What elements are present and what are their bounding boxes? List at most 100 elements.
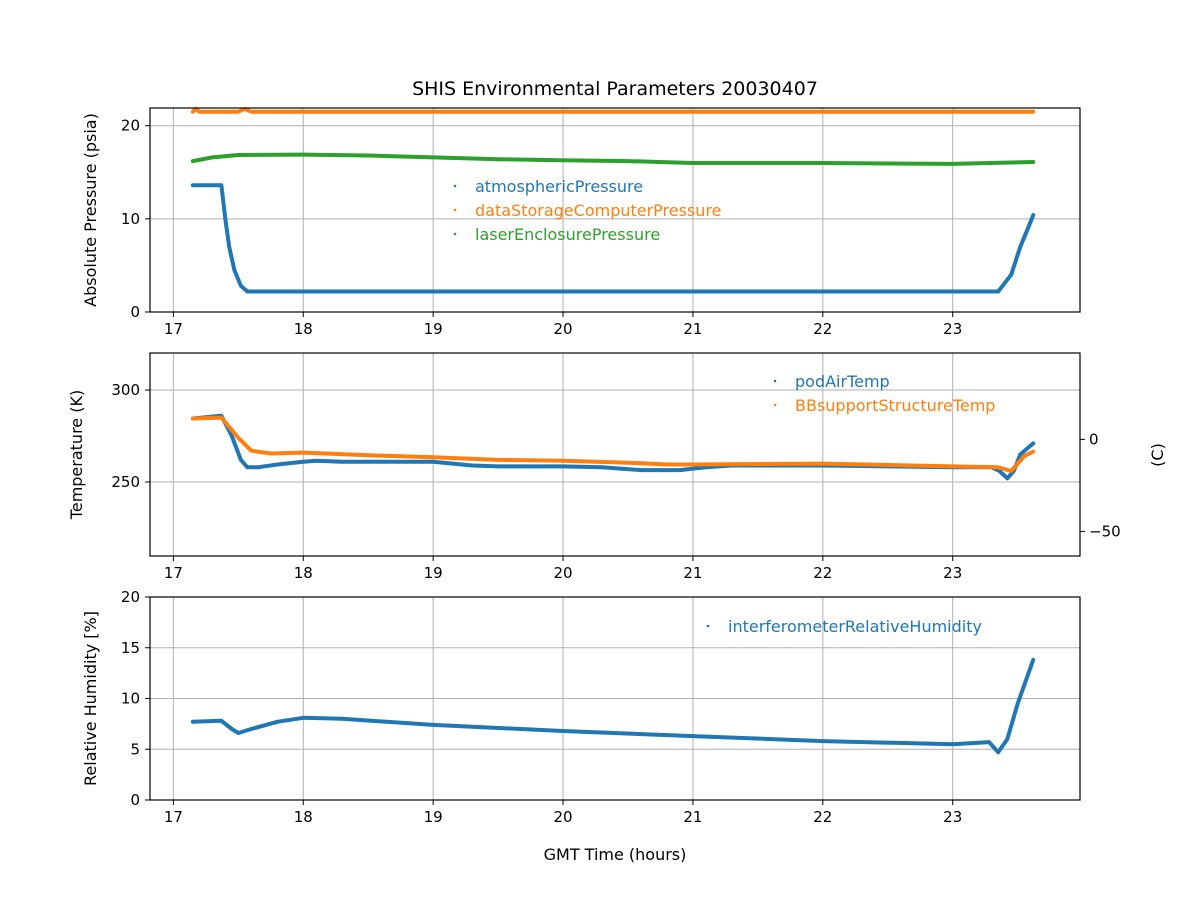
data-point bbox=[600, 465, 604, 470]
data-point bbox=[239, 284, 243, 288]
data-point bbox=[431, 723, 435, 727]
axes-frame bbox=[149, 596, 1081, 801]
series-laserEnclosurePressure bbox=[190, 152, 1036, 166]
data-point bbox=[227, 244, 232, 249]
data-point bbox=[950, 742, 955, 746]
data-point bbox=[210, 155, 215, 160]
data-point bbox=[1031, 109, 1036, 114]
x-tick-label: 22 bbox=[813, 320, 832, 338]
data-point bbox=[1009, 272, 1013, 277]
subplot-1: 17 18 19 20 21 22 23 0 10 20 Absolute Pressure (ps… bbox=[81, 106, 1081, 338]
data-point bbox=[232, 268, 237, 272]
data-point bbox=[236, 153, 241, 157]
y-tick-label: 0 bbox=[130, 303, 140, 321]
data-point bbox=[301, 152, 306, 157]
data-point bbox=[230, 727, 234, 731]
legend-entry: interferometerRelativeHumidity bbox=[728, 617, 982, 636]
data-point bbox=[245, 465, 250, 470]
y2-axis-label: (C) bbox=[1148, 443, 1167, 467]
data-point bbox=[561, 464, 565, 469]
data-point bbox=[561, 109, 565, 114]
y2-tick-label: −50 bbox=[1089, 522, 1121, 540]
y-axis-label: Absolute Pressure (psia) bbox=[81, 113, 100, 307]
data-point bbox=[219, 183, 224, 188]
x-tick-label: 23 bbox=[943, 320, 962, 338]
data-point bbox=[191, 720, 195, 724]
data-point bbox=[1031, 658, 1036, 662]
legend-entry: atmosphericPressure bbox=[475, 177, 643, 196]
subplot-3: 17 18 19 20 21 22 23 0 5 10 15 20 Relative Humidity … bbox=[81, 588, 1081, 826]
data-point bbox=[1018, 244, 1023, 249]
data-point bbox=[950, 464, 955, 469]
data-point bbox=[366, 453, 371, 458]
data-point bbox=[821, 739, 825, 743]
data-point bbox=[1031, 441, 1036, 446]
subplot-2: 17 18 19 20 21 22 23 250 300 −50 0 Temperature (K) p… bbox=[67, 352, 1121, 582]
data-point bbox=[301, 459, 306, 464]
axes-frame bbox=[149, 352, 1081, 557]
data-point bbox=[191, 183, 195, 188]
x-tick-label: 17 bbox=[164, 320, 183, 338]
data-point bbox=[639, 468, 643, 472]
data-point bbox=[626, 460, 630, 465]
legend-entry: dataStorageComputerPressure bbox=[475, 201, 722, 220]
data-point bbox=[275, 462, 280, 467]
x-tick-label: 19 bbox=[424, 320, 443, 338]
data-point bbox=[197, 109, 202, 114]
data-point bbox=[249, 727, 254, 731]
data-point bbox=[191, 159, 195, 163]
legend-marker bbox=[773, 403, 777, 407]
data-point bbox=[1026, 226, 1030, 230]
data-point bbox=[821, 109, 825, 114]
y-tick-label: 5 bbox=[130, 740, 140, 758]
data-point bbox=[219, 415, 224, 420]
legend-marker bbox=[773, 379, 777, 383]
data-point bbox=[997, 469, 1002, 473]
y-axis-label: Temperature (K) bbox=[67, 390, 86, 520]
x-tick-label: 20 bbox=[553, 808, 572, 826]
data-point bbox=[431, 455, 435, 459]
legend-entry: podAirTemp bbox=[795, 372, 890, 391]
data-point bbox=[691, 161, 695, 165]
data-point bbox=[1031, 449, 1036, 454]
data-point bbox=[561, 729, 565, 733]
chart-title: SHIS Environmental Parameters 20030407 bbox=[412, 78, 818, 100]
x-axis-label: GMT Time (hours) bbox=[544, 845, 687, 864]
x-tick-label: 18 bbox=[294, 564, 313, 582]
x-tick-label: 23 bbox=[943, 564, 962, 582]
data-point bbox=[431, 155, 435, 160]
x-tick-label: 23 bbox=[943, 808, 962, 826]
data-point bbox=[665, 462, 669, 467]
legend-marker bbox=[453, 232, 457, 236]
y-tick-label: 10 bbox=[121, 210, 140, 228]
series-dataStorageComputerPressure bbox=[190, 106, 1036, 114]
legend-entry: BBsupportStructureTemp bbox=[795, 396, 995, 415]
data-point bbox=[223, 217, 228, 221]
y-tick-label: 20 bbox=[121, 588, 140, 606]
series-BBsupportStructureTemp bbox=[190, 415, 1036, 473]
data-point bbox=[821, 161, 825, 165]
data-point bbox=[821, 289, 825, 294]
legend-entry: laserEnclosurePressure bbox=[475, 225, 660, 244]
data-point bbox=[256, 465, 260, 470]
data-point bbox=[236, 109, 241, 114]
data-point bbox=[1031, 213, 1036, 217]
y-tick-label: 300 bbox=[111, 381, 140, 399]
data-point bbox=[987, 740, 991, 744]
y-tick-label: 20 bbox=[121, 117, 140, 135]
data-point bbox=[626, 159, 630, 163]
data-point bbox=[249, 448, 254, 453]
x-tick-label: 17 bbox=[164, 564, 183, 582]
data-point bbox=[431, 459, 435, 464]
data-point bbox=[470, 463, 474, 468]
data-point bbox=[219, 719, 224, 723]
data-point bbox=[1031, 160, 1036, 164]
x-tick-label: 20 bbox=[553, 564, 572, 582]
data-point bbox=[1005, 737, 1010, 741]
x-tick-label: 18 bbox=[294, 808, 313, 826]
axes-frame bbox=[149, 107, 1081, 313]
data-point bbox=[996, 465, 1000, 470]
data-point bbox=[996, 289, 1000, 294]
data-point bbox=[239, 458, 243, 462]
